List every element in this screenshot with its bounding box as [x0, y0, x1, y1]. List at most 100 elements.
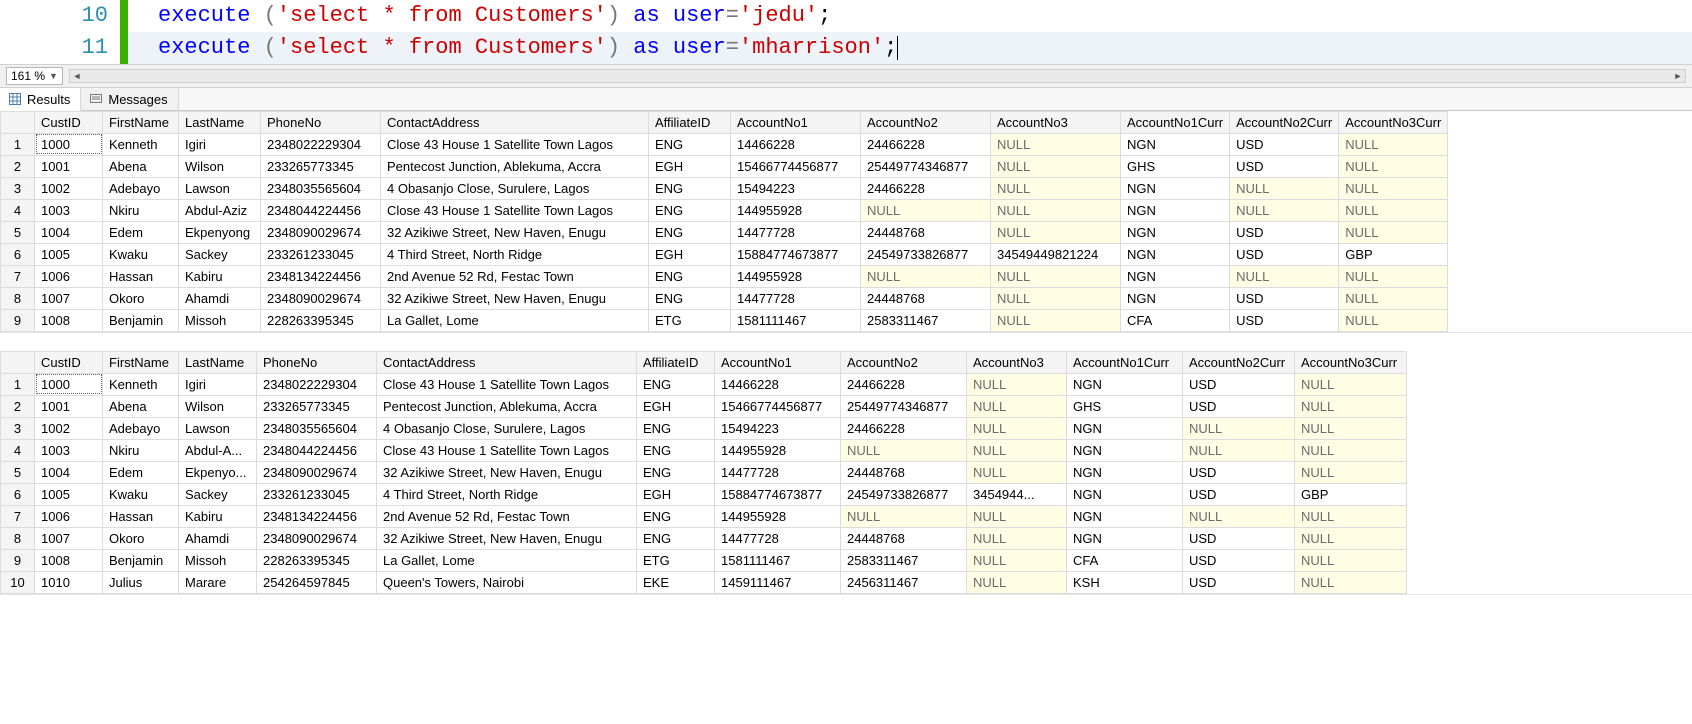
- table-row[interactable]: 21001AbenaWilson233265773345Pentecost Ju…: [1, 155, 1448, 177]
- column-header[interactable]: CustID: [35, 111, 103, 133]
- cell[interactable]: Ekpenyong: [179, 221, 261, 243]
- cell[interactable]: Kabiru: [179, 505, 257, 527]
- cell[interactable]: KSH: [1067, 571, 1183, 593]
- table-row[interactable]: 101010JuliusMarare254264597845Queen's To…: [1, 571, 1407, 593]
- cell[interactable]: 32 Azikiwe Street, New Haven, Enugu: [381, 287, 649, 309]
- table-row[interactable]: 11000KennethIgiri2348022229304Close 43 H…: [1, 133, 1448, 155]
- column-header[interactable]: AccountNo1: [731, 111, 861, 133]
- cell[interactable]: Kenneth: [103, 373, 179, 395]
- cell[interactable]: 32 Azikiwe Street, New Haven, Enugu: [377, 527, 637, 549]
- cell[interactable]: 4 Obasanjo Close, Surulere, Lagos: [377, 417, 637, 439]
- cell[interactable]: 2348134224456: [261, 265, 381, 287]
- table-row[interactable]: 61005KwakuSackey2332612330454 Third Stre…: [1, 483, 1407, 505]
- cell[interactable]: 1003: [35, 439, 103, 461]
- cell[interactable]: 1008: [35, 309, 103, 331]
- cell[interactable]: NULL: [861, 199, 991, 221]
- cell[interactable]: NULL: [991, 287, 1121, 309]
- cell[interactable]: Kabiru: [179, 265, 261, 287]
- column-header[interactable]: ContactAddress: [377, 351, 637, 373]
- table-row[interactable]: 51004EdemEkpenyo...234809002967432 Aziki…: [1, 461, 1407, 483]
- cell[interactable]: Okoro: [103, 287, 179, 309]
- column-header[interactable]: CustID: [35, 351, 103, 373]
- cell[interactable]: Edem: [103, 461, 179, 483]
- cell[interactable]: USD: [1230, 155, 1339, 177]
- code-text[interactable]: execute ('select * from Customers') as u…: [128, 0, 1692, 32]
- column-header[interactable]: LastName: [179, 111, 261, 133]
- cell[interactable]: 14477728: [731, 221, 861, 243]
- cell[interactable]: NULL: [841, 505, 967, 527]
- column-header[interactable]: AccountNo1Curr: [1067, 351, 1183, 373]
- cell[interactable]: 2348090029674: [257, 461, 377, 483]
- cell[interactable]: 4 Third Street, North Ridge: [381, 243, 649, 265]
- cell[interactable]: 2348035565604: [257, 417, 377, 439]
- cell[interactable]: 1010: [35, 571, 103, 593]
- cell[interactable]: Missoh: [179, 549, 257, 571]
- row-number[interactable]: 2: [1, 395, 35, 417]
- cell[interactable]: 15494223: [731, 177, 861, 199]
- cell[interactable]: Igiri: [179, 373, 257, 395]
- cell[interactable]: Ekpenyo...: [179, 461, 257, 483]
- row-number[interactable]: 3: [1, 177, 35, 199]
- column-header[interactable]: AccountNo3: [991, 111, 1121, 133]
- cell[interactable]: 14477728: [715, 527, 841, 549]
- cell[interactable]: NGN: [1067, 373, 1183, 395]
- cell[interactable]: NULL: [991, 199, 1121, 221]
- cell[interactable]: 228263395345: [261, 309, 381, 331]
- row-number[interactable]: 7: [1, 265, 35, 287]
- cell[interactable]: 1006: [35, 265, 103, 287]
- cell[interactable]: EGH: [637, 395, 715, 417]
- cell[interactable]: 1005: [35, 483, 103, 505]
- cell[interactable]: USD: [1230, 133, 1339, 155]
- cell[interactable]: Edem: [103, 221, 179, 243]
- cell[interactable]: USD: [1183, 549, 1295, 571]
- cell[interactable]: ETG: [637, 549, 715, 571]
- cell[interactable]: Sackey: [179, 243, 261, 265]
- cell[interactable]: NULL: [1339, 133, 1448, 155]
- cell[interactable]: 24448768: [861, 221, 991, 243]
- cell[interactable]: La Gallet, Lome: [377, 549, 637, 571]
- cell[interactable]: NGN: [1067, 505, 1183, 527]
- cell[interactable]: NGN: [1067, 527, 1183, 549]
- code-text[interactable]: execute ('select * from Customers') as u…: [128, 32, 1692, 64]
- cell[interactable]: ENG: [637, 527, 715, 549]
- cell[interactable]: 2348035565604: [261, 177, 381, 199]
- table-row[interactable]: 41003NkiruAbdul-A...2348044224456Close 4…: [1, 439, 1407, 461]
- cell[interactable]: 2348044224456: [257, 439, 377, 461]
- row-number[interactable]: 9: [1, 549, 35, 571]
- cell[interactable]: 2348134224456: [257, 505, 377, 527]
- cell[interactable]: ENG: [637, 439, 715, 461]
- cell[interactable]: Nkiru: [103, 199, 179, 221]
- cell[interactable]: NULL: [967, 549, 1067, 571]
- column-header[interactable]: AffiliateID: [637, 351, 715, 373]
- cell[interactable]: 233261233045: [257, 483, 377, 505]
- cell[interactable]: NULL: [967, 439, 1067, 461]
- row-number[interactable]: 2: [1, 155, 35, 177]
- cell[interactable]: 1006: [35, 505, 103, 527]
- cell[interactable]: 1007: [35, 527, 103, 549]
- cell[interactable]: NULL: [1339, 265, 1448, 287]
- cell[interactable]: NULL: [967, 461, 1067, 483]
- cell[interactable]: 3454944...: [967, 483, 1067, 505]
- cell[interactable]: NULL: [1339, 309, 1448, 331]
- row-number[interactable]: 1: [1, 373, 35, 395]
- cell[interactable]: Abdul-A...: [179, 439, 257, 461]
- cell[interactable]: 2583311467: [841, 549, 967, 571]
- cell[interactable]: ENG: [649, 199, 731, 221]
- cell[interactable]: NGN: [1121, 243, 1230, 265]
- column-header[interactable]: ContactAddress: [381, 111, 649, 133]
- row-number[interactable]: 8: [1, 527, 35, 549]
- cell[interactable]: Hassan: [103, 505, 179, 527]
- cell[interactable]: 1001: [35, 155, 103, 177]
- cell[interactable]: ENG: [637, 505, 715, 527]
- cell[interactable]: Kwaku: [103, 243, 179, 265]
- cell[interactable]: NGN: [1121, 199, 1230, 221]
- column-header[interactable]: AccountNo3Curr: [1295, 351, 1407, 373]
- column-header[interactable]: AffiliateID: [649, 111, 731, 133]
- grid-corner[interactable]: [1, 351, 35, 373]
- cell[interactable]: Adebayo: [103, 417, 179, 439]
- cell[interactable]: 34549449821224: [991, 243, 1121, 265]
- cell[interactable]: 254264597845: [257, 571, 377, 593]
- cell[interactable]: 24466228: [841, 373, 967, 395]
- cell[interactable]: Close 43 House 1 Satellite Town Lagos: [381, 133, 649, 155]
- cell[interactable]: NULL: [1339, 287, 1448, 309]
